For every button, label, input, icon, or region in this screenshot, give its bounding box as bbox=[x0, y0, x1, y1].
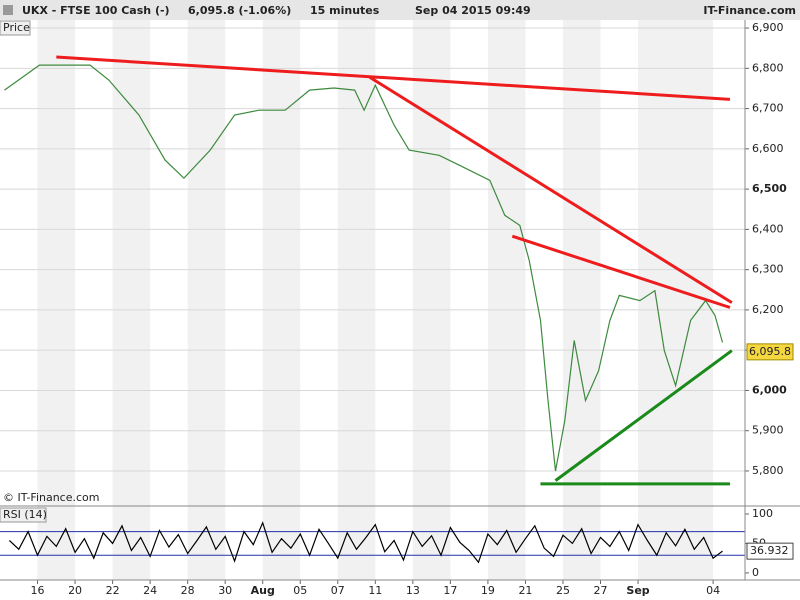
datetime: Sep 04 2015 09:49 bbox=[415, 4, 531, 17]
stripe bbox=[112, 20, 151, 506]
y-tick-label: 5,900 bbox=[752, 424, 784, 437]
y-tick-label: 6,800 bbox=[752, 61, 784, 74]
last-value-label: 36.932 bbox=[750, 544, 789, 557]
stripe bbox=[337, 20, 376, 506]
y-tick-label: 6,500 bbox=[752, 182, 787, 195]
trend-line bbox=[368, 75, 733, 304]
x-tick-label: 07 bbox=[331, 584, 345, 597]
watermark: © IT-Finance.com bbox=[3, 491, 100, 504]
stripe bbox=[487, 506, 526, 580]
trend-line bbox=[511, 234, 731, 309]
last-price-label: 6,095.8 bbox=[749, 345, 791, 358]
y-tick-label: 6,200 bbox=[752, 303, 784, 316]
stripe bbox=[487, 20, 526, 506]
panel-label-box bbox=[0, 507, 47, 523]
x-tick-label: 19 bbox=[481, 584, 495, 597]
stripe bbox=[638, 506, 714, 580]
stripe bbox=[412, 506, 451, 580]
quote: 6,095.8 (-1.06%) bbox=[188, 4, 291, 17]
y-tick-label: 5,800 bbox=[752, 464, 784, 477]
series-line bbox=[4, 64, 724, 472]
x-tick-label: 27 bbox=[594, 584, 608, 597]
stripe bbox=[262, 20, 301, 506]
x-tick-label: 11 bbox=[368, 584, 382, 597]
x-tick-label: 28 bbox=[181, 584, 195, 597]
y-tick-label: 6,000 bbox=[752, 383, 787, 396]
panel-label-box bbox=[0, 20, 31, 36]
x-tick-label: 30 bbox=[218, 584, 232, 597]
trend-line bbox=[56, 55, 731, 101]
icon bbox=[3, 5, 13, 15]
stripe bbox=[562, 506, 601, 580]
stripe bbox=[37, 20, 76, 506]
trend-line bbox=[554, 349, 733, 482]
x-tick-label: 22 bbox=[106, 584, 120, 597]
x-tick-label: 21 bbox=[518, 584, 532, 597]
x-tick-label: 04 bbox=[706, 584, 720, 597]
stripe bbox=[412, 20, 451, 506]
stripe bbox=[638, 20, 714, 506]
y-tick-label: 6,900 bbox=[752, 21, 784, 34]
y-tick-label: 6,400 bbox=[752, 222, 784, 235]
last-price-box bbox=[746, 343, 794, 361]
site: IT-Finance.com bbox=[703, 4, 796, 17]
x-tick-label: 16 bbox=[31, 584, 45, 597]
stripe bbox=[112, 506, 151, 580]
x-tick-label: 24 bbox=[143, 584, 157, 597]
x-tick-label: Sep bbox=[626, 584, 649, 597]
last-value-box bbox=[746, 542, 794, 560]
panel-title: RSI (14) bbox=[3, 508, 47, 521]
x-tick-label: 13 bbox=[406, 584, 420, 597]
x-tick-label: 25 bbox=[556, 584, 570, 597]
stripe bbox=[187, 506, 226, 580]
y-tick-label: 6,600 bbox=[752, 142, 784, 155]
x-tick-label: 17 bbox=[443, 584, 457, 597]
y-tick-label: 6,300 bbox=[752, 263, 784, 276]
y-tick-label: 6,700 bbox=[752, 102, 784, 115]
y-tick-label: 0 bbox=[752, 566, 759, 579]
symbol: UKX - FTSE 100 Cash (-) bbox=[22, 4, 170, 17]
header-bar bbox=[0, 0, 800, 20]
x-tick-label: Aug bbox=[251, 584, 275, 597]
x-tick-label: 05 bbox=[293, 584, 307, 597]
series-line bbox=[8, 521, 723, 564]
panel-label: Price bbox=[3, 21, 30, 34]
stripe bbox=[187, 20, 226, 506]
x-tick-label: 20 bbox=[68, 584, 82, 597]
y-tick-label: 100 bbox=[752, 507, 773, 520]
interval: 15 minutes bbox=[310, 4, 380, 17]
